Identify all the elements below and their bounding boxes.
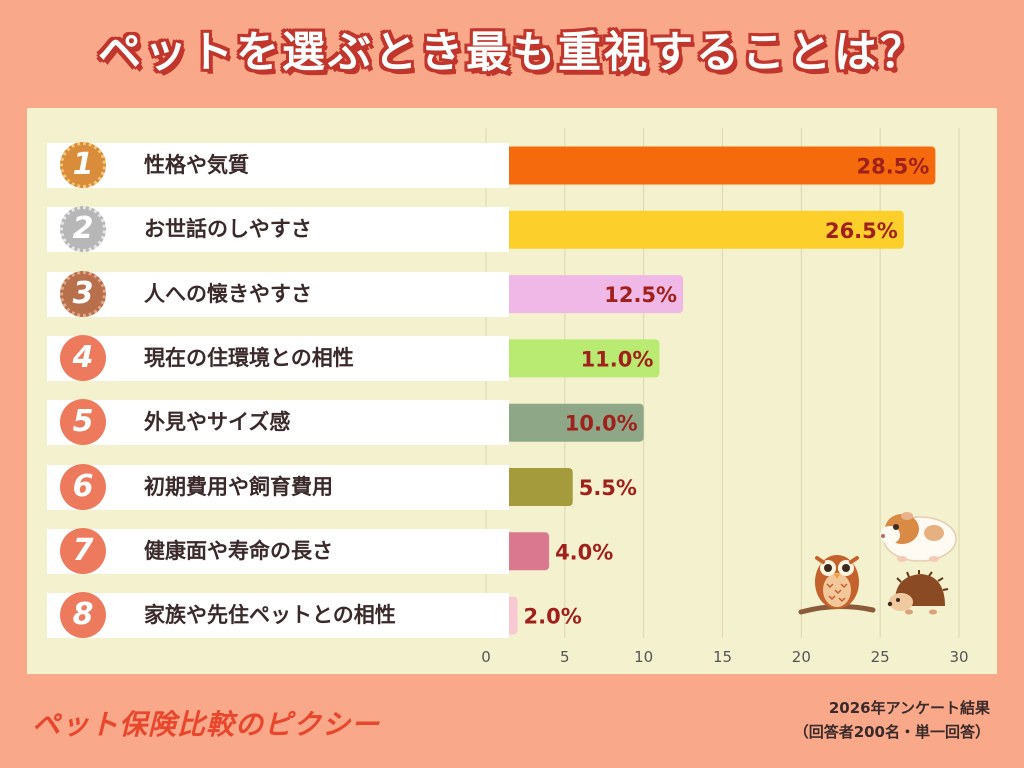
- chart-panel: 0 5 10 15 20 25 30 28.5% 26.5% 12.5% 11.0% 10.0% 5.5…: [27, 108, 997, 674]
- bar: [486, 339, 660, 378]
- category-row: 7 健康面や寿命の長さ: [47, 527, 509, 574]
- category-label: 現在の住環境との相性: [144, 345, 354, 370]
- guinea-pig-illustration: [880, 512, 957, 562]
- value-label: 28.5%: [856, 155, 929, 179]
- category-label: 外見やサイズ感: [144, 410, 291, 435]
- category-row: 8 家族や先住ペットとの相性: [47, 592, 509, 639]
- hedgehog-illustration: [887, 570, 949, 615]
- bar-chart: 0 5 10 15 20 25 30 28.5% 26.5% 12.5% 11.0% 10.0% 5.5…: [481, 128, 969, 666]
- rank-badge: 5: [60, 399, 106, 446]
- category-label: 健康面や寿命の長さ: [144, 538, 333, 563]
- value-label: 26.5%: [825, 219, 898, 243]
- brand-logo-text: ペット保険比較のピクシー: [32, 708, 381, 741]
- category-label: 初期費用や飼育費用: [144, 474, 333, 499]
- category-row: 3 人への懐きやすさ: [47, 270, 509, 317]
- chart-title: ペットを選ぶとき最も重視することは？: [98, 28, 926, 78]
- value-label: 4.0%: [555, 540, 613, 564]
- x-tick-label: 20: [792, 648, 811, 666]
- rank-badge: 7: [60, 527, 106, 574]
- category-row: 2 お世話のしやすさ: [47, 206, 509, 253]
- value-label: 10.0%: [565, 412, 638, 436]
- x-tick-label: 10: [634, 648, 653, 666]
- rank-badge: 2: [60, 206, 106, 253]
- category-label: お世話のしやすさ: [144, 217, 312, 242]
- rank-badge: 6: [60, 463, 106, 510]
- x-tick-label: 5: [560, 648, 570, 666]
- x-tick-label: 25: [871, 648, 890, 666]
- bar: [486, 275, 684, 314]
- owl-illustration: [798, 555, 876, 615]
- x-tick-label: 0: [481, 648, 491, 666]
- rank-badge: 3: [60, 270, 106, 317]
- category-row: 5 外見やサイズ感: [47, 399, 509, 446]
- category-label: 人への懐きやすさ: [144, 281, 312, 306]
- bar: [486, 146, 936, 185]
- value-label: 5.5%: [579, 476, 637, 500]
- value-label: 2.0%: [524, 605, 582, 629]
- survey-note-line1: 2026年アンケート結果: [828, 699, 990, 717]
- value-label: 12.5%: [604, 283, 677, 307]
- rank-badge: 8: [60, 592, 106, 639]
- survey-note-line2: （回答者200名・単一回答）: [793, 723, 990, 741]
- x-tick-label: 30: [949, 648, 968, 666]
- survey-note: 2026年アンケート結果 （回答者200名・単一回答）: [794, 696, 990, 744]
- bar: [486, 403, 644, 442]
- bar: [486, 210, 904, 249]
- category-row: 4 現在の住環境との相性: [47, 334, 509, 381]
- category-row: 1 性格や気質: [47, 142, 509, 188]
- value-label: 11.0%: [581, 347, 654, 371]
- rank-badge: 4: [60, 334, 106, 381]
- category-label: 家族や先住ペットとの相性: [144, 603, 396, 628]
- x-tick-label: 15: [713, 648, 732, 666]
- rank-badge: 1: [60, 142, 106, 188]
- category-label: 性格や気質: [144, 153, 249, 177]
- category-row: 6 初期費用や飼育費用: [47, 463, 509, 510]
